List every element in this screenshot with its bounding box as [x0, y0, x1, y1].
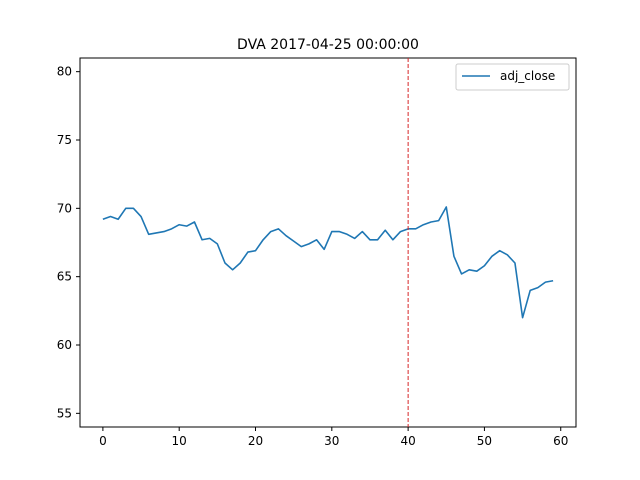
y-tick-label: 70 [57, 201, 72, 215]
series-line-adj_close [102, 206, 554, 319]
plot-area [79, 57, 577, 428]
y-tick-label: 80 [57, 65, 72, 79]
axes-frame [79, 57, 577, 428]
chart-title: DVA 2017-04-25 00:00:00 [237, 37, 419, 53]
x-tick-label: 30 [324, 434, 339, 448]
x-tick-label: 0 [99, 434, 107, 448]
legend: adj_close [455, 63, 570, 91]
y-tick-label: 60 [57, 338, 72, 352]
x-tick-label: 40 [400, 434, 415, 448]
y-tick-label: 55 [57, 406, 72, 420]
y-tick-label: 75 [57, 133, 72, 147]
x-tick-label: 50 [477, 434, 492, 448]
x-tick-label: 20 [248, 434, 263, 448]
x-tick-label: 10 [172, 434, 187, 448]
x-axis: 0 10 20 30 40 50 60 [99, 427, 568, 448]
series-layer [102, 58, 554, 427]
y-tick-label: 65 [57, 270, 72, 284]
legend-box [455, 63, 570, 91]
x-tick-label: 60 [553, 434, 568, 448]
legend-label: adj_close [500, 69, 555, 83]
y-axis: 55 60 65 70 75 80 [57, 65, 80, 420]
